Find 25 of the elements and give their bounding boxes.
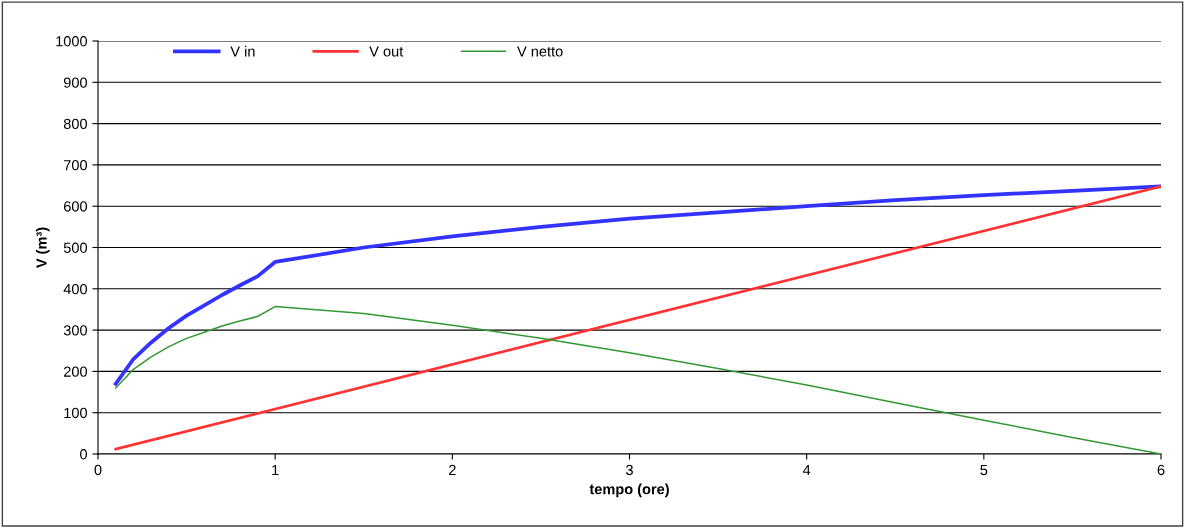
y-tick-label: 600	[63, 201, 88, 212]
y-tick-label: 400	[63, 283, 88, 295]
x-tick-label: 1	[272, 464, 279, 475]
y-tick-label: 900	[63, 77, 88, 88]
x-tick-label: 3	[626, 464, 633, 476]
line-series	[113, 184, 1161, 386]
y-axis-title: V (m³)	[35, 227, 50, 269]
x-tick-label: 6	[1157, 464, 1165, 476]
y-tick-label: 500	[63, 242, 88, 253]
y-tick-label: 700	[64, 160, 88, 171]
y-tick-label: 800	[63, 118, 88, 130]
y-tick-label: 100	[64, 407, 88, 419]
x-tick-label: 2	[449, 464, 456, 475]
legend-label: V netto	[517, 46, 563, 57]
x-tick-label: 0	[94, 464, 102, 476]
y-tick-label: 1000	[56, 36, 88, 47]
y-tick-label: 300	[63, 325, 88, 336]
y-tick-label: 0	[80, 449, 88, 460]
x-tick-label: 5	[980, 464, 988, 476]
y-tick-label: 200	[63, 366, 88, 377]
legend-label: V out	[369, 46, 404, 57]
x-tick-label: 4	[802, 464, 811, 475]
x-axis-title: tempo (ore)	[589, 483, 669, 498]
line-series	[114, 305, 1161, 454]
legend-label: V in	[230, 45, 255, 57]
